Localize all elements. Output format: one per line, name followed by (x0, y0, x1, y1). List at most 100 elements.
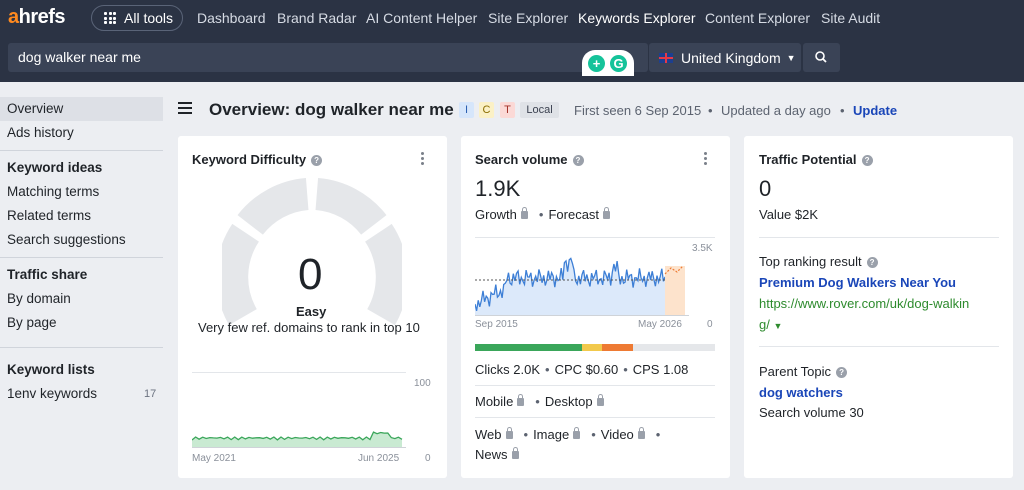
kd-chart-min-label: 0 (425, 453, 431, 464)
kd-chart-x-end: Jun 2025 (358, 453, 400, 464)
keyword-search-input[interactable]: dog walker near me (8, 43, 648, 72)
top-result-url-cont[interactable]: g/ ▼ (759, 317, 783, 332)
first-seen-text: First seen 6 Sep 2015 (574, 103, 702, 118)
kd-value: 0 (298, 250, 323, 299)
parent-topic-volume: Search volume 30 (759, 405, 864, 420)
lock-icon (505, 427, 513, 439)
sidebar-heading-traffic-share: Traffic share (7, 267, 88, 282)
lock-icon (517, 394, 525, 406)
sidebar-divider (0, 257, 163, 258)
sidebar-item-ads-history[interactable]: Ads history (7, 125, 74, 140)
sidebar-selected-highlight (0, 97, 163, 121)
sidebar-item-keyword-list[interactable]: 1env keywords (7, 386, 98, 401)
intent-tag-informational: I (459, 102, 474, 118)
sidebar-divider (0, 347, 163, 348)
sidebar-item-related-terms[interactable]: Related terms (7, 208, 92, 223)
kd-card-title: Keyword Difficulty? (192, 152, 323, 167)
sv-forecast-line (664, 265, 684, 275)
more-options-icon[interactable] (704, 152, 708, 166)
device-row: Mobile • Desktop (475, 394, 610, 409)
search-volume-card: Search volume? 1.9K Growth • Forecast 3.5K… (461, 136, 730, 478)
sv-chart-min-label: 0 (707, 319, 713, 330)
more-options-icon[interactable] (421, 152, 425, 166)
lock-icon (520, 207, 528, 219)
help-icon[interactable]: ? (311, 155, 323, 166)
sidebar-item-overview[interactable]: Overview (7, 101, 64, 116)
sv-chart-x-end: May 2026 (638, 319, 682, 330)
parent-topic-link[interactable]: dog watchers (759, 385, 843, 400)
lock-icon (637, 427, 645, 439)
help-icon[interactable]: ? (836, 367, 848, 378)
help-icon[interactable]: ? (866, 257, 878, 268)
divider (475, 417, 715, 418)
bar-segment-serp (602, 344, 633, 351)
traffic-potential-card: Traffic Potential? 0 Value $2K Top ranki… (744, 136, 1013, 478)
kd-label: Easy (296, 304, 327, 319)
grammarly-badge[interactable]: + G (582, 50, 634, 76)
nav-site-audit[interactable]: Site Audit (821, 10, 881, 26)
divider (475, 385, 715, 386)
top-result-heading: Top ranking result? (759, 254, 878, 269)
country-select[interactable]: United Kingdom ▼ (649, 43, 801, 72)
sv-line (475, 257, 666, 311)
news-row: News (475, 447, 525, 462)
sidebar-heading-keyword-lists: Keyword lists (7, 362, 95, 377)
nav-dashboard[interactable]: Dashboard (197, 10, 266, 26)
sv-chart-max-label: 3.5K (692, 243, 713, 254)
lock-icon (573, 427, 581, 439)
all-tools-button[interactable]: All tools (91, 5, 183, 31)
sidebar-item-by-page[interactable]: By page (7, 315, 57, 330)
sidebar-item-search-suggestions[interactable]: Search suggestions (7, 232, 126, 247)
grid-icon (104, 12, 116, 24)
update-link[interactable]: Update (853, 103, 898, 118)
top-navigation: ahrefs All tools Dashboard Brand Radar A… (0, 0, 1024, 36)
grammarly-icon: G (608, 53, 629, 74)
page-title: Overview: dog walker near me (209, 100, 454, 119)
search-button[interactable] (803, 43, 840, 72)
tp-card-title: Traffic Potential? (759, 152, 873, 167)
nav-ai-content-helper[interactable]: AI Content Helper (366, 10, 478, 26)
top-result-url[interactable]: https://www.rover.com/uk/dog-walkin (759, 296, 970, 311)
sv-card-title: Search volume? (475, 152, 584, 167)
lock-icon (511, 447, 519, 459)
lock-icon (603, 207, 611, 219)
intent-tag-transactional: T (500, 102, 515, 118)
parent-topic-heading: Parent Topic? (759, 364, 848, 379)
top-result-title-link[interactable]: Premium Dog Walkers Near You (759, 275, 956, 290)
nav-brand-radar[interactable]: Brand Radar (277, 10, 357, 26)
keyword-difficulty-card: Keyword Difficulty? 0 Easy Very few ref.… (178, 136, 447, 478)
kd-history-chart (192, 431, 406, 448)
sidebar-divider (0, 150, 163, 151)
plus-icon: + (588, 55, 605, 72)
kd-gauge (222, 178, 402, 326)
nav-site-explorer[interactable]: Site Explorer (488, 10, 569, 26)
tp-value-line: Value $2K (759, 207, 819, 222)
intent-tag-commercial: C (479, 102, 494, 118)
sidebar-item-matching-terms[interactable]: Matching terms (7, 184, 100, 199)
sv-chart-x-start: Sep 2015 (475, 319, 518, 330)
bar-segment-noclick (633, 344, 715, 351)
dot-separator: • (708, 103, 713, 118)
sv-area (475, 258, 665, 316)
menu-icon[interactable] (178, 102, 192, 114)
kd-line (192, 431, 403, 441)
nav-keywords-explorer[interactable]: Keywords Explorer (578, 10, 696, 26)
help-icon[interactable]: ? (861, 155, 873, 166)
bar-segment-paid (582, 344, 602, 351)
help-icon[interactable]: ? (572, 155, 584, 166)
sidebar-item-by-domain[interactable]: By domain (7, 291, 71, 306)
ahrefs-logo[interactable]: ahrefs (8, 6, 66, 28)
kd-description: Very few ref. domains to rank in top 10 (198, 320, 420, 335)
sv-value: 1.9K (475, 176, 521, 201)
bar-segment-organic (475, 344, 582, 351)
local-tag: Local (520, 102, 559, 118)
keyword-list-count: 17 (144, 388, 157, 400)
divider (759, 346, 999, 347)
uk-flag-icon (659, 52, 673, 63)
nav-content-explorer[interactable]: Content Explorer (705, 10, 811, 26)
search-icon (815, 51, 827, 63)
chart-gridline (192, 372, 406, 373)
serp-features-bar (475, 344, 715, 351)
tp-value: 0 (759, 176, 772, 201)
dot-separator: • (840, 103, 845, 118)
